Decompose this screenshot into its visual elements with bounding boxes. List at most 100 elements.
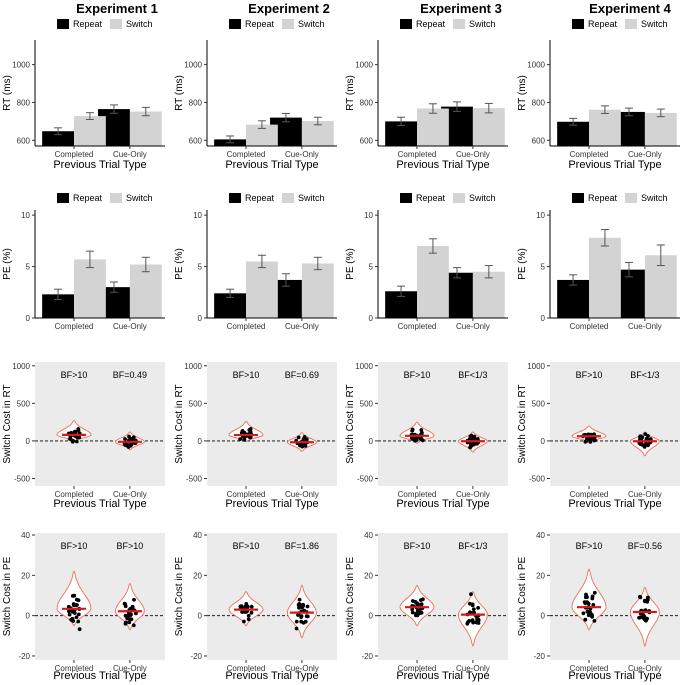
- legend-label-switch: Switch: [641, 19, 668, 29]
- x-tick-label: Cue-Only: [628, 664, 662, 673]
- data-point: [130, 437, 135, 441]
- legend-label-switch: Switch: [126, 193, 153, 203]
- bar-switch-cue-only: [472, 271, 505, 318]
- data-point: [467, 619, 472, 623]
- y-tick-label: -500: [14, 474, 31, 483]
- rt-bars-panel-1: Repeat Switch 600 800 1000 Completed Cue-OnlyP…: [2, 19, 165, 171]
- data-point: [476, 617, 480, 622]
- y-axis-title: Switch Cost in RT: [2, 384, 13, 463]
- y-axis-title: Switch Cost in PE: [345, 556, 356, 636]
- y-tick-label: 1000: [184, 61, 202, 70]
- y-axis-title: RT (ms): [174, 75, 185, 111]
- y-tick-label: 0: [26, 314, 31, 323]
- x-axis-title: Previous Trial Type: [396, 159, 489, 171]
- violin-completed: [228, 420, 264, 443]
- data-point: [127, 620, 132, 625]
- y-axis-title: PE (%): [517, 248, 528, 280]
- legend-label-repeat: Repeat: [245, 193, 275, 203]
- data-point: [468, 445, 472, 450]
- y-axis-title: Switch Cost in RT: [174, 384, 185, 463]
- data-point: [76, 619, 81, 624]
- rt-bars-panel-4: Repeat Switch 600 800 1000 Completed Cue-OnlyP…: [517, 19, 680, 171]
- data-point: [471, 607, 476, 612]
- x-tick-label: Cue-Only: [456, 664, 490, 673]
- legend-label-switch: Switch: [469, 19, 496, 29]
- legend-swatch-repeat: [572, 193, 584, 203]
- x-tick-label: Completed: [398, 490, 437, 499]
- legend-swatch-switch: [282, 193, 294, 203]
- data-point: [418, 437, 423, 441]
- data-point: [410, 599, 415, 603]
- x-tick-label: Completed: [55, 664, 94, 673]
- rt-bars-panel-2: Repeat Switch 600 800 1000 Completed Cue-OnlyP…: [174, 19, 337, 171]
- rt-cost-panel-2: BF>10 BF=0.69 -500 0 500 1000 Completed Cue-Onl…: [174, 362, 337, 510]
- y-tick-label: 10: [21, 211, 30, 220]
- data-point: [469, 592, 473, 597]
- y-tick-label: 0: [541, 437, 546, 446]
- data-point: [249, 604, 254, 609]
- data-point: [582, 600, 587, 604]
- x-tick-label: Cue-Only: [628, 490, 662, 499]
- panel-background: [35, 533, 165, 660]
- panel-background: [378, 362, 508, 486]
- data-point: [643, 617, 648, 622]
- y-tick-label: 20: [364, 571, 373, 580]
- x-tick-label: Cue-Only: [113, 150, 147, 159]
- y-tick-label: 1000: [527, 61, 545, 70]
- y-tick-label: 600: [17, 136, 31, 145]
- bf-label-cue-only: BF<1/3: [458, 541, 487, 551]
- bf-label-completed: BF>10: [61, 370, 88, 380]
- data-point: [296, 435, 301, 440]
- data-point: [590, 594, 595, 599]
- data-point: [469, 437, 474, 441]
- y-tick-label: -20: [361, 652, 373, 661]
- legend-label-switch: Switch: [469, 193, 496, 203]
- y-tick-label: 500: [189, 399, 203, 408]
- column-title-exp4: Experiment 4: [589, 1, 671, 16]
- y-tick-label: -20: [18, 652, 30, 661]
- y-axis-title: Switch Cost in PE: [174, 556, 185, 636]
- data-point: [75, 603, 79, 607]
- data-point: [592, 619, 597, 623]
- data-point: [123, 602, 128, 606]
- y-tick-label: 1000: [355, 362, 373, 371]
- x-axis-title: Previous Trial Type: [396, 498, 489, 510]
- data-point: [246, 617, 251, 622]
- x-tick-label: Completed: [398, 150, 437, 159]
- y-tick-label: 1000: [12, 362, 30, 371]
- bar-switch-cue-only: [129, 264, 162, 318]
- data-point: [72, 593, 77, 598]
- bar-repeat-completed: [557, 121, 589, 146]
- x-tick-label: Cue-Only: [113, 490, 147, 499]
- legend-label-repeat: Repeat: [73, 19, 103, 29]
- y-axis-title: RT (ms): [517, 75, 528, 111]
- y-axis-title: Switch Cost in PE: [517, 556, 528, 636]
- data-point: [419, 602, 424, 607]
- panel-background: [35, 362, 165, 486]
- x-tick-label: Cue-Only: [456, 322, 490, 331]
- y-tick-label: 500: [360, 399, 374, 408]
- y-tick-label: -20: [533, 652, 545, 661]
- data-point: [638, 595, 643, 600]
- legend-swatch-repeat: [400, 19, 412, 29]
- data-point: [297, 597, 302, 602]
- x-tick-label: Cue-Only: [456, 150, 490, 159]
- bf-label-cue-only: BF=0.56: [628, 541, 662, 551]
- y-tick-label: 0: [198, 314, 203, 323]
- data-point: [305, 614, 310, 619]
- data-point: [583, 617, 588, 622]
- pe-cost-panel-1: BF>10 BF>10 -20 0 20 40 Completed Cue-OnlyPrevi…: [2, 531, 165, 682]
- panel-background: [550, 362, 680, 486]
- data-point: [296, 613, 300, 617]
- legend-label-repeat: Repeat: [416, 193, 446, 203]
- data-point: [123, 437, 127, 441]
- legend-label-switch: Switch: [298, 193, 325, 203]
- legend-swatch-switch: [453, 19, 465, 29]
- x-tick-label: Cue-Only: [628, 150, 662, 159]
- legend-swatch-switch: [625, 193, 637, 203]
- bar-switch-completed: [74, 259, 106, 318]
- bf-label-completed: BF>10: [576, 541, 603, 551]
- data-point: [585, 595, 589, 599]
- data-point: [301, 603, 305, 608]
- y-tick-label: -20: [190, 652, 202, 661]
